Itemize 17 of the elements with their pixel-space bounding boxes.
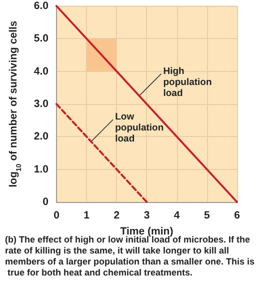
y-tick-label: 5.0 [34, 32, 49, 45]
x-axis-title: Time (min) [120, 225, 174, 238]
x-tick-label: 4 [174, 210, 180, 222]
y-tick-label: 2.0 [34, 130, 49, 143]
y-tick-label: 3.0 [34, 98, 49, 110]
x-tick-label: 3 [144, 210, 150, 222]
x-tick-label: 6 [234, 210, 240, 222]
y-tick-label: 1.0 [34, 163, 49, 176]
x-tick-label: 1 [84, 210, 90, 222]
x-tick-label: 0 [54, 210, 60, 222]
x-tick-label: 2 [114, 210, 120, 222]
annotation: Low population load [115, 112, 166, 145]
x-tick-label: 5 [204, 210, 210, 222]
y-tick-label: 0 [42, 196, 49, 208]
y-tick-label: 4.0 [34, 65, 49, 78]
annotation: High population load [163, 66, 214, 99]
y-tick-label: 6.0 [34, 0, 49, 12]
